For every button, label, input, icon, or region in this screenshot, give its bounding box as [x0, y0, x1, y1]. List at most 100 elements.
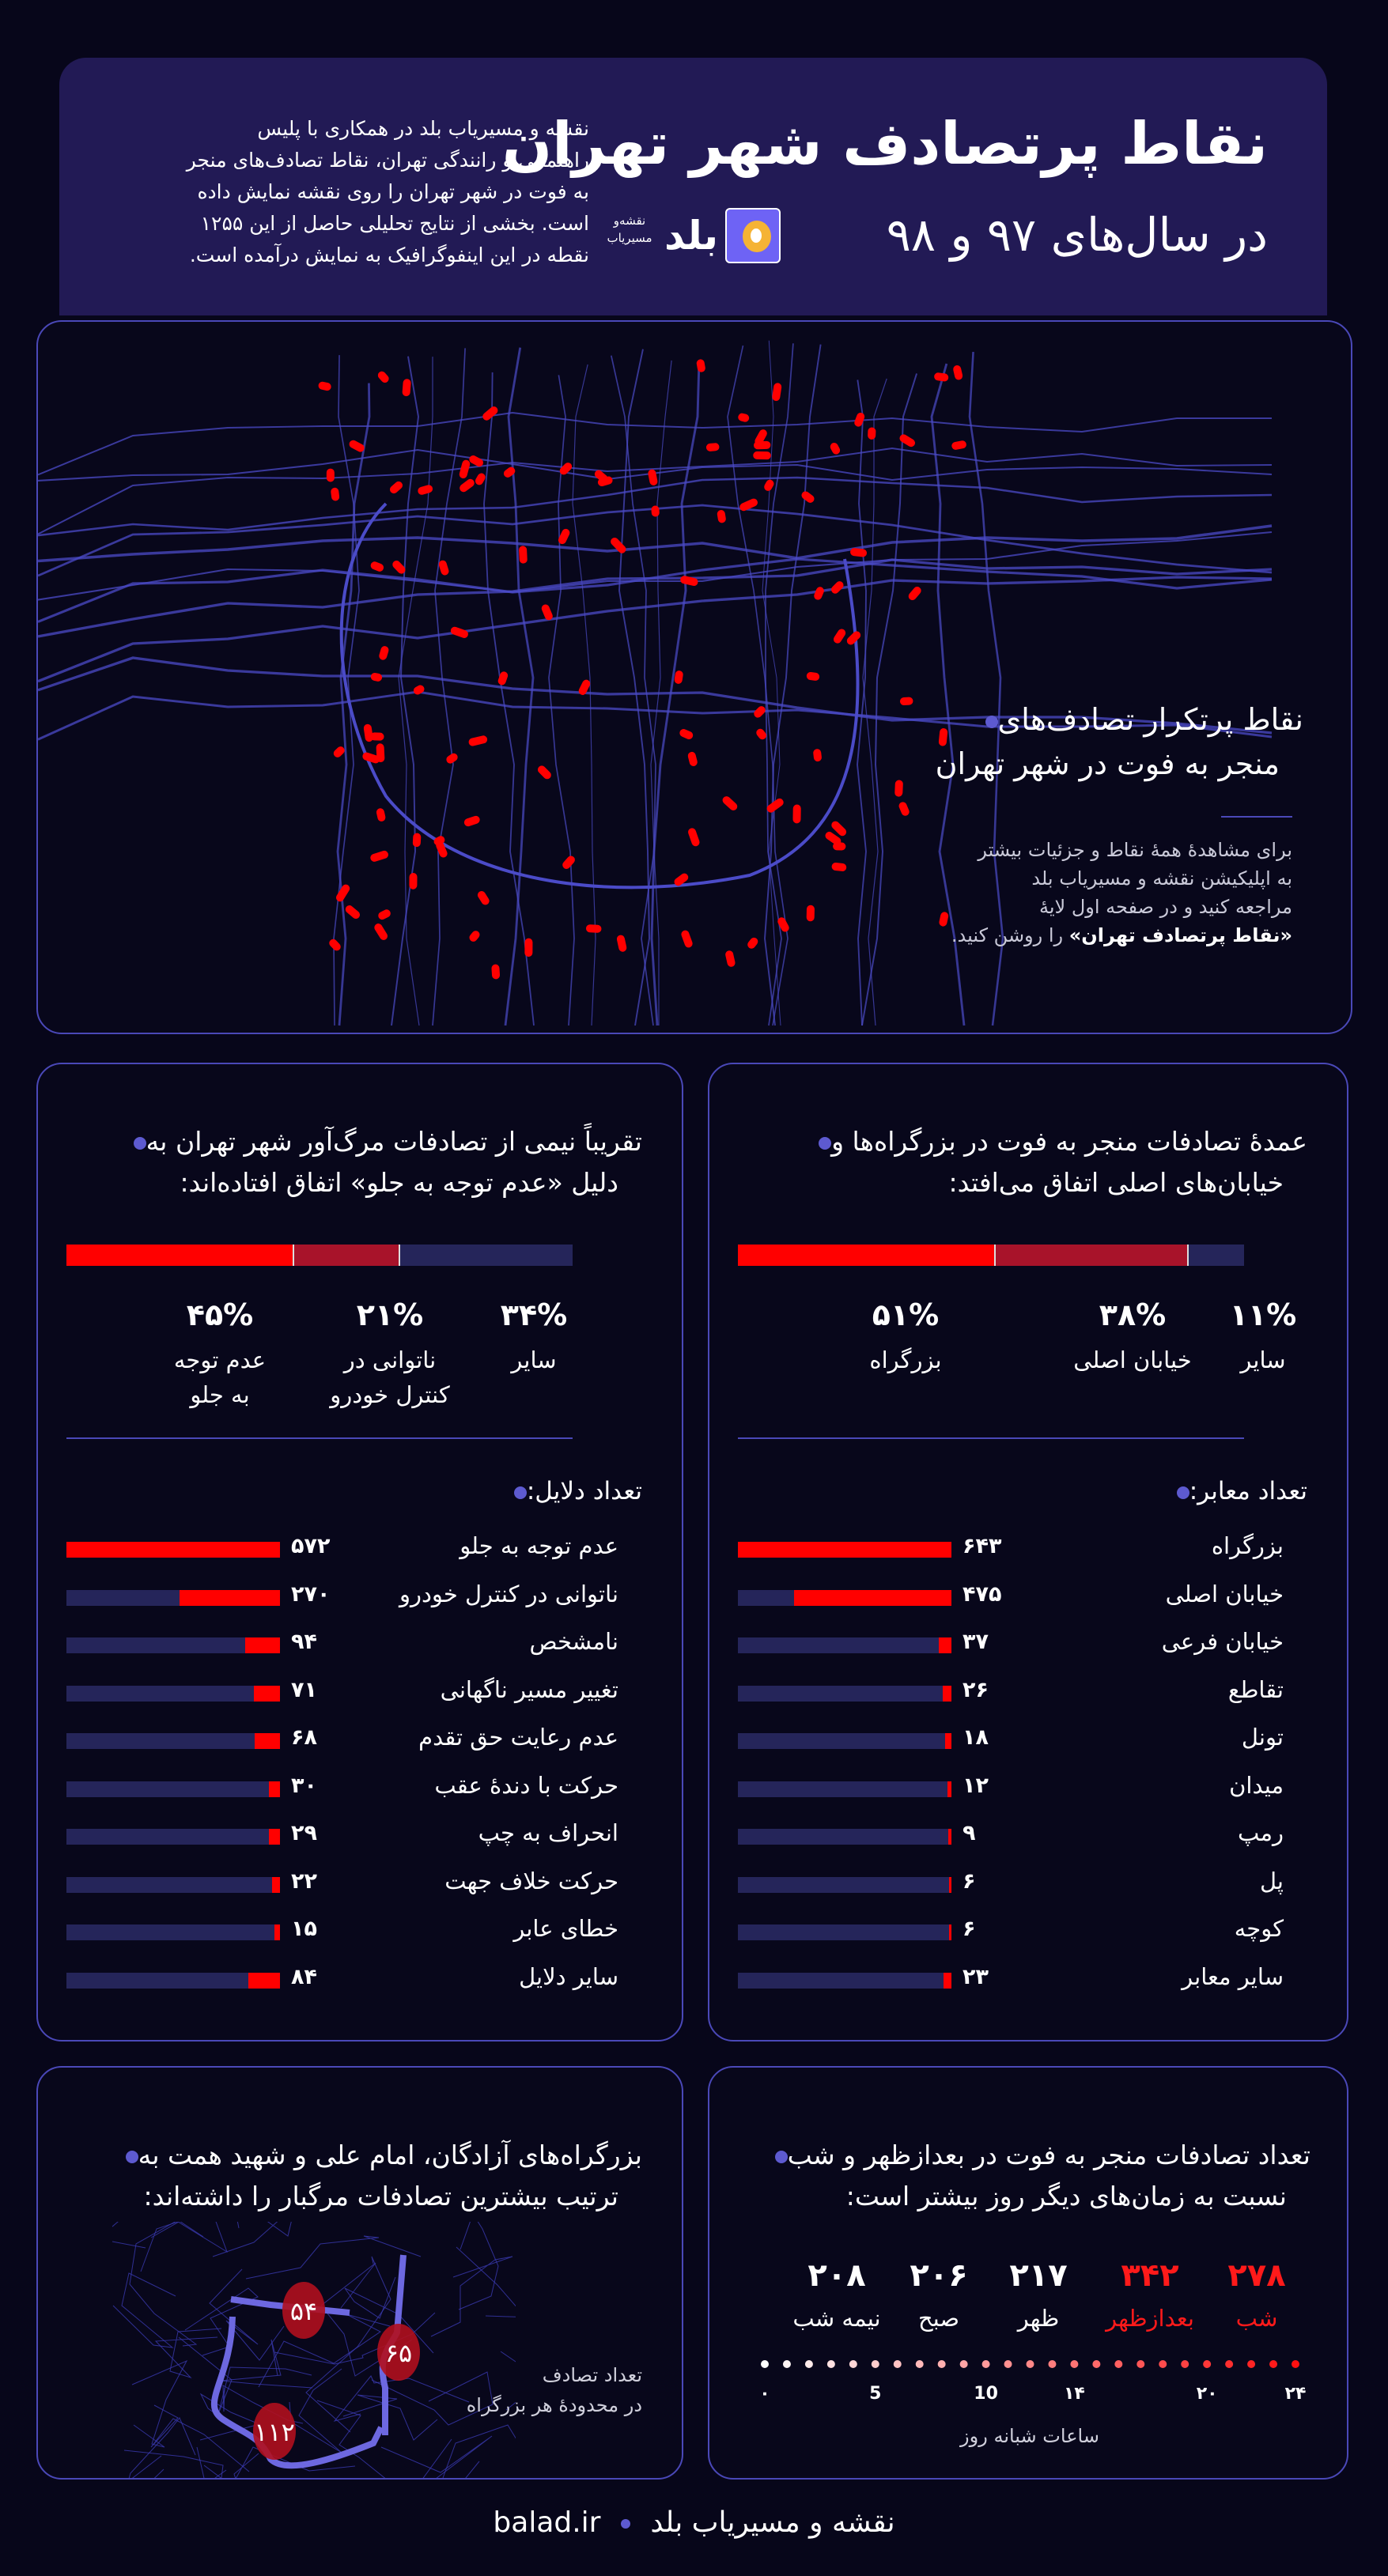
accident-point	[562, 856, 575, 869]
layer-name: «نقاط پرتصادف تهران»	[1068, 924, 1292, 946]
accident-point	[331, 487, 340, 501]
road	[178, 2336, 312, 2415]
count-bar	[66, 1685, 280, 1702]
hour-dot	[871, 2360, 879, 2368]
accident-point	[722, 796, 738, 810]
footer-url[interactable]: balad.ir	[493, 2506, 601, 2539]
accident-point	[755, 429, 767, 446]
accident-point	[436, 841, 448, 858]
road	[128, 2417, 196, 2478]
count-value: ۶	[963, 1868, 976, 1894]
count-bar	[738, 1829, 951, 1845]
count-value: ۴۷۵	[963, 1581, 1002, 1607]
road	[432, 348, 466, 1026]
accident-point	[469, 455, 484, 467]
count-label: خیابان فرعی	[1161, 1628, 1284, 1655]
split-segment-2	[400, 1245, 573, 1266]
split-label-line: خیابان اصلی	[1073, 1347, 1192, 1373]
hour-dot	[1004, 2360, 1012, 2368]
accident-point	[370, 672, 383, 682]
count-title: تعداد دلایل:	[503, 1477, 642, 1505]
count-bar	[738, 1876, 951, 1893]
accident-point	[717, 510, 726, 523]
highways-card: بزرگراه‌های آزادگان، امام علی و شهید همت…	[36, 2066, 683, 2480]
count-label: خطای عابر	[513, 1915, 618, 1942]
accident-point	[725, 950, 736, 967]
count-label: رمپ	[1237, 1819, 1284, 1846]
hour-dot	[1159, 2360, 1167, 2368]
count-value: ۶۴۳	[963, 1534, 1002, 1558]
split-segment-0	[66, 1245, 294, 1266]
road	[618, 349, 650, 1026]
count-value: ۱۸	[963, 1725, 989, 1750]
road	[38, 656, 1273, 735]
hour-tick-label: 10	[974, 2384, 998, 2404]
intro-line: نقشه و مسیریاب بلد در همکاری با پلیس	[257, 117, 589, 140]
split-percent: ۳۸%	[1099, 1297, 1167, 1332]
accident-point	[333, 746, 345, 757]
accident-point	[585, 924, 602, 933]
accident-point	[764, 479, 774, 491]
count-label: خیابان اصلی	[1165, 1580, 1284, 1607]
split-percent: ۵۱%	[872, 1297, 940, 1332]
split-segment-0	[738, 1245, 997, 1266]
count-bar-fill	[738, 1542, 951, 1558]
hour-dot	[1247, 2360, 1256, 2368]
period-count: ۲۰۶	[910, 2257, 968, 2294]
count-label: سایر دلایل	[519, 1962, 618, 1990]
count-value: ۵۷۲	[291, 1534, 331, 1558]
headline-line: نقاط پرتکرار تصادف‌های	[997, 702, 1303, 737]
count-label: انحراف به چپ	[478, 1819, 618, 1846]
road	[764, 344, 822, 1026]
road	[129, 2222, 198, 2347]
split-segment-1	[996, 1245, 1189, 1266]
road	[344, 2276, 434, 2354]
road	[342, 2394, 438, 2441]
count-bar-fill	[248, 1972, 280, 1989]
split-label: سایر	[511, 1343, 556, 1377]
count-bar	[66, 1829, 280, 1845]
accident-point	[329, 939, 341, 951]
accident-point	[648, 469, 658, 485]
accident-point	[831, 581, 844, 594]
accident-point	[370, 732, 384, 741]
accident-point	[541, 604, 553, 621]
accident-point	[524, 938, 533, 958]
period-label: صبح	[917, 2305, 960, 2332]
split-label-line: بزرگراه	[869, 1347, 942, 1373]
split-label-line: سایر	[511, 1347, 557, 1373]
accident-point	[438, 560, 449, 576]
time-of-day-card: تعداد تصادفات منجر به فوت در بعدازظهر و …	[708, 2066, 1348, 2480]
accident-point	[679, 729, 694, 740]
headline-line: دلیل «عدم توجه به جلو» اتفاق افتاده‌اند:	[180, 1167, 618, 1198]
accident-point	[326, 468, 335, 482]
accident-point	[477, 890, 490, 905]
count-label: حرکت خلاف جهت	[444, 1867, 618, 1894]
highways-caption: تعداد تصادف در محدودهٔ هر بزرگراه	[467, 2360, 642, 2420]
accident-point	[825, 831, 841, 845]
tehran-accident-map[interactable]	[38, 322, 1352, 1034]
count-bar	[66, 1589, 280, 1606]
accident-point	[801, 491, 815, 503]
road	[112, 2272, 176, 2348]
accident-point	[537, 765, 551, 780]
count-bar-fill	[943, 1685, 951, 1702]
count-bar	[738, 1781, 951, 1797]
count-bar-fill	[179, 1589, 280, 1606]
accident-point	[370, 850, 388, 862]
accident-point	[446, 753, 458, 764]
road-types-card: عمدهٔ تصادفات منجر به فوت در بزرگراه‌ها …	[708, 1063, 1348, 2042]
accident-point	[688, 828, 700, 847]
balad-logo-icon	[725, 208, 781, 263]
bullet-icon	[774, 2150, 788, 2163]
road	[131, 2359, 188, 2448]
bullet-icon	[133, 1136, 146, 1150]
period-label: ظهر	[1017, 2305, 1060, 2332]
count-value: ۱۵	[291, 1917, 317, 1941]
highway	[339, 502, 860, 890]
count-title-text: تعداد معابر:	[1189, 1477, 1307, 1505]
hour-dot	[981, 2360, 990, 2368]
count-title-text: تعداد دلایل:	[526, 1477, 642, 1505]
road	[398, 357, 433, 1026]
accident-point	[777, 917, 789, 932]
